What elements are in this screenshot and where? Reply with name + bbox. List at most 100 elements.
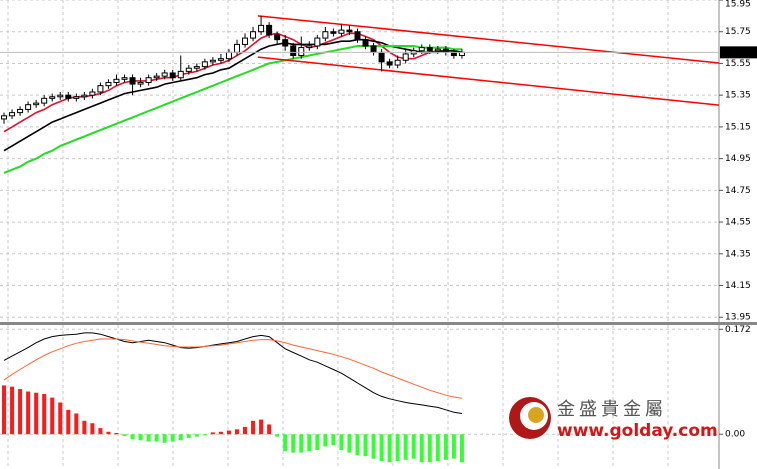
candle-body bbox=[17, 108, 24, 114]
candle-body bbox=[258, 24, 265, 33]
histogram-bar bbox=[234, 429, 239, 435]
candle-body bbox=[354, 31, 361, 41]
histogram-bar bbox=[66, 409, 71, 435]
candle-body bbox=[362, 39, 369, 47]
candle-body bbox=[322, 31, 329, 39]
histogram-bar bbox=[114, 433, 119, 435]
candle-body bbox=[290, 45, 297, 57]
histogram-bar bbox=[202, 434, 207, 436]
histogram-bar bbox=[106, 431, 111, 435]
histogram-bar bbox=[42, 393, 47, 435]
histogram-bar bbox=[451, 434, 456, 459]
y-tick-label: 15.15 bbox=[725, 122, 751, 132]
candle-body bbox=[57, 94, 64, 98]
histogram-bar bbox=[218, 431, 223, 435]
candle-body bbox=[209, 59, 216, 63]
candle-body bbox=[306, 45, 313, 49]
histogram-bar bbox=[178, 434, 183, 441]
histogram-bar bbox=[122, 434, 127, 437]
histogram-bar bbox=[74, 413, 79, 435]
candle-body bbox=[89, 91, 96, 96]
histogram-bar bbox=[259, 419, 264, 435]
candle-body bbox=[225, 51, 232, 60]
trend-line bbox=[257, 15, 720, 64]
histogram-bar bbox=[26, 391, 31, 435]
candle-body bbox=[25, 104, 32, 110]
histogram-bar bbox=[331, 434, 336, 446]
y-tick-label: 0.172 bbox=[725, 325, 751, 335]
histogram-bar bbox=[226, 430, 231, 435]
macd-line bbox=[3, 332, 462, 414]
candle-body bbox=[145, 77, 152, 83]
candle-body bbox=[242, 37, 249, 45]
candle-body bbox=[217, 58, 224, 61]
last-price-label: 15.62 bbox=[723, 48, 751, 58]
candle-body bbox=[9, 112, 16, 117]
candle-body bbox=[282, 39, 289, 47]
histogram-bar bbox=[299, 434, 304, 453]
candle-body bbox=[153, 75, 160, 79]
candle-body bbox=[193, 66, 200, 69]
histogram-bar bbox=[194, 434, 199, 437]
histogram-bar bbox=[18, 389, 23, 435]
histogram-bar bbox=[435, 434, 440, 462]
y-tick-label: 14.95 bbox=[725, 154, 751, 164]
y-tick-label: 15.75 bbox=[725, 27, 751, 37]
trend-line bbox=[257, 56, 720, 106]
histogram-bar bbox=[98, 428, 103, 435]
candle-body bbox=[378, 51, 385, 63]
candle-body bbox=[298, 47, 305, 57]
histogram-bar bbox=[10, 386, 15, 435]
histogram-bar bbox=[339, 434, 344, 451]
candle-body bbox=[266, 24, 273, 36]
candle-body bbox=[1, 115, 8, 120]
histogram-bar bbox=[58, 402, 63, 435]
candle-body bbox=[177, 70, 184, 79]
y-tick-label: 14.75 bbox=[725, 186, 751, 196]
candle-body bbox=[121, 77, 128, 80]
histogram-bar bbox=[210, 432, 215, 435]
candle-body bbox=[129, 77, 136, 85]
histogram-bar bbox=[403, 434, 408, 460]
histogram-bar bbox=[307, 434, 312, 452]
histogram-bar bbox=[90, 423, 95, 435]
histogram-bar bbox=[355, 434, 360, 455]
candle-body bbox=[49, 96, 56, 99]
candle-body bbox=[73, 96, 80, 99]
watermark: 金盛貴金屬 www.golday.com bbox=[509, 397, 718, 441]
candle-body bbox=[250, 31, 257, 39]
candle-body bbox=[394, 59, 401, 66]
histogram-bar bbox=[395, 434, 400, 462]
histogram-bar bbox=[130, 434, 135, 440]
histogram-bar bbox=[459, 434, 464, 463]
histogram-bar bbox=[387, 434, 392, 463]
candle-body bbox=[274, 34, 281, 41]
candle-body bbox=[233, 43, 240, 53]
macd-line bbox=[3, 338, 462, 399]
candle-body bbox=[330, 31, 337, 34]
histogram-bar bbox=[427, 434, 432, 463]
histogram-bar bbox=[251, 420, 256, 435]
histogram-bar bbox=[170, 434, 175, 442]
candle-body bbox=[185, 67, 192, 72]
histogram-bar bbox=[50, 397, 55, 435]
candle-body bbox=[370, 45, 377, 53]
y-tick-label: 13.95 bbox=[725, 313, 751, 323]
y-tick-label: 14.35 bbox=[725, 249, 751, 259]
y-tick-label: 14.15 bbox=[725, 281, 751, 291]
histogram-bar bbox=[315, 434, 320, 451]
candle-body bbox=[65, 94, 72, 99]
histogram-bar bbox=[291, 434, 296, 453]
y-tick-label: 15.95 bbox=[725, 0, 751, 10]
candle-body bbox=[314, 37, 321, 47]
candle-body bbox=[105, 81, 112, 87]
histogram-bar bbox=[411, 434, 416, 459]
y-tick-label: 14.55 bbox=[725, 218, 751, 228]
candle-body bbox=[386, 61, 393, 66]
histogram-bar bbox=[379, 434, 384, 462]
histogram-bar bbox=[2, 385, 7, 435]
histogram-bar bbox=[443, 434, 448, 460]
histogram-bar bbox=[186, 434, 191, 438]
last-price-box bbox=[720, 46, 757, 59]
